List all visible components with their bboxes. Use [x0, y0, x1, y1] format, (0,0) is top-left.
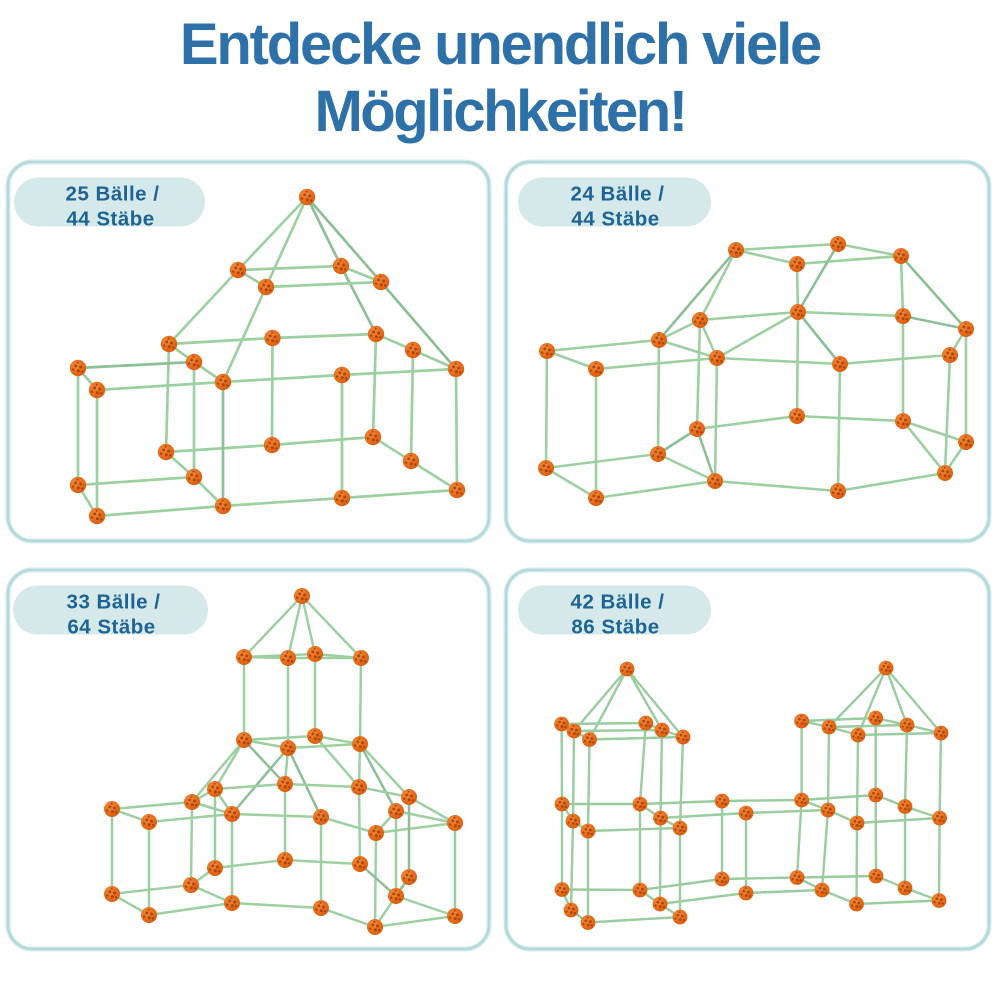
- svg-text:42 Bälle /: 42 Bälle /: [571, 591, 665, 614]
- svg-text:24 Bälle /: 24 Bälle /: [571, 183, 665, 206]
- svg-text:64 Stäbe: 64 Stäbe: [67, 615, 155, 638]
- svg-text:86 Stäbe: 86 Stäbe: [571, 615, 659, 638]
- svg-text:Entdecke unendlich viele: Entdecke unendlich viele: [180, 12, 821, 77]
- svg-text:25 Bälle /: 25 Bälle /: [66, 183, 160, 206]
- svg-text:Möglichkeiten!: Möglichkeiten!: [314, 79, 685, 144]
- svg-text:44 Stäbe: 44 Stäbe: [66, 207, 154, 230]
- svg-text:33 Bälle /: 33 Bälle /: [67, 591, 161, 614]
- svg-text:44 Stäbe: 44 Stäbe: [571, 207, 659, 230]
